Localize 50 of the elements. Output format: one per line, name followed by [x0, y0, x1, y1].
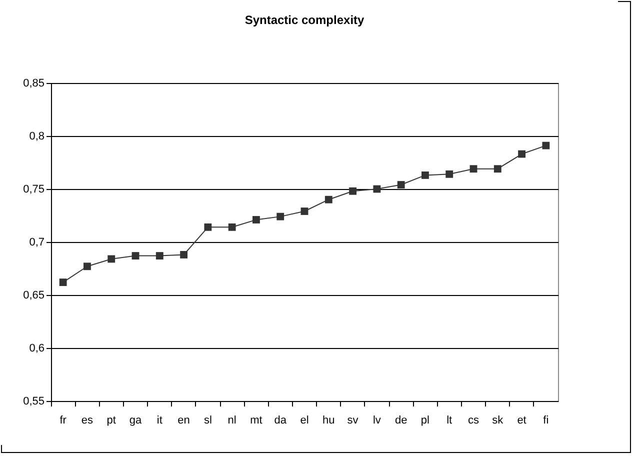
y-tick-label: 0,65 — [23, 290, 44, 302]
point — [228, 223, 236, 231]
x-tick-label: nl — [228, 414, 236, 426]
y-tick-label: 0,6 — [29, 342, 44, 354]
x-tick-label: hu — [322, 414, 335, 426]
point — [252, 216, 260, 224]
y-tick-label: 0,7 — [29, 236, 44, 248]
x-tick-label: da — [274, 414, 288, 426]
point — [422, 172, 429, 179]
x-tick-label: sl — [204, 414, 212, 426]
x-tick-label: es — [81, 414, 94, 426]
point — [132, 252, 140, 260]
point — [180, 251, 188, 258]
point — [349, 187, 356, 195]
point — [300, 208, 308, 215]
point — [397, 181, 405, 188]
x-tick-label: et — [517, 414, 526, 426]
point — [446, 170, 454, 178]
point — [156, 252, 164, 260]
point — [518, 150, 526, 158]
x-tick-label: it — [156, 414, 162, 426]
point — [542, 142, 550, 150]
x-tick-label: sk — [492, 414, 504, 426]
x-tick-label: ga — [129, 414, 142, 426]
point — [470, 165, 478, 173]
point — [276, 212, 284, 220]
point — [108, 255, 116, 263]
x-tick-label: fi — [543, 414, 549, 426]
point — [324, 196, 332, 204]
x-tick-label: sv — [347, 414, 359, 426]
x-tick-label: fr — [60, 414, 67, 426]
y-tick-label: 0,55 — [23, 396, 44, 408]
point — [373, 185, 381, 193]
point — [204, 223, 212, 231]
y-tick-label: 0,75 — [23, 184, 44, 196]
point — [494, 165, 502, 173]
point — [84, 262, 91, 270]
x-tick-label: el — [300, 414, 309, 426]
x-tick-label: en — [178, 414, 190, 426]
x-tick-label: de — [394, 414, 408, 426]
x-tick-label: cs — [468, 414, 480, 426]
y-tick-label: 0,85 — [23, 78, 44, 90]
y-tick-label: 0,8 — [29, 130, 44, 142]
x-tick-label: pt — [106, 414, 116, 426]
x-tick-label: pl — [420, 414, 430, 426]
point — [59, 278, 67, 286]
x-tick-label: mt — [250, 414, 262, 426]
chart-title: Syntactic complexity — [244, 13, 365, 27]
x-tick-label: lt — [446, 414, 452, 426]
x-tick-label: lv — [372, 414, 382, 426]
